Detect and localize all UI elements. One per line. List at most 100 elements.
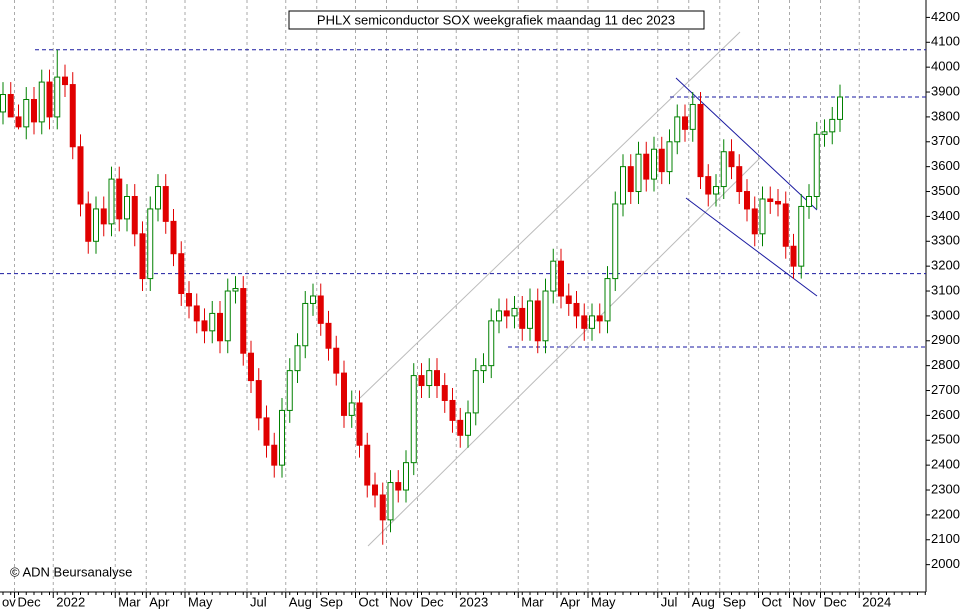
candle-body <box>697 103 704 178</box>
candle-body <box>0 94 6 113</box>
candle-body <box>643 153 650 180</box>
candle-body <box>705 176 712 195</box>
chart-title: PHLX semiconductor SOX weekgrafiek maand… <box>317 12 675 27</box>
candle-body <box>201 320 208 332</box>
candle-body <box>155 186 161 210</box>
y-tick-label: 4200 <box>931 9 960 24</box>
candle-body <box>325 322 332 349</box>
candle-body <box>627 166 634 193</box>
x-tick-label: Apr <box>149 594 170 609</box>
y-tick-label: 2800 <box>931 357 960 372</box>
candle-body <box>620 166 626 205</box>
y-tick-label: 3000 <box>931 307 960 322</box>
y-tick-label: 4100 <box>931 34 960 49</box>
candle-body <box>713 186 719 195</box>
candle-body <box>720 151 727 188</box>
candle-body <box>317 295 324 324</box>
candle-body <box>775 200 781 205</box>
trend-line <box>675 77 818 211</box>
candle-body <box>7 94 14 118</box>
candle-body <box>798 205 805 267</box>
candle-body <box>248 352 254 382</box>
candle-body <box>62 76 68 86</box>
candle-body <box>751 208 758 235</box>
trend-line <box>685 197 818 297</box>
y-tick-label: 2400 <box>931 457 960 472</box>
candle-body <box>488 320 495 367</box>
x-tick-label: Sep <box>723 594 746 609</box>
candle-body <box>85 203 92 242</box>
candle-body <box>511 307 518 317</box>
candle-body <box>736 166 743 193</box>
y-tick-label: 3300 <box>931 233 960 248</box>
candle-body <box>15 116 22 128</box>
candle-body <box>23 98 30 128</box>
candle-body <box>581 315 588 329</box>
x-tick-label: May <box>591 594 616 609</box>
channel-line <box>367 157 761 547</box>
y-tick-label: 3600 <box>931 158 960 173</box>
candle-body <box>806 196 812 207</box>
x-tick-label: Apr <box>560 594 581 609</box>
candle-body <box>821 131 828 135</box>
x-tick-label: Aug <box>289 594 312 609</box>
candle-body <box>767 198 774 202</box>
y-tick-label: 3800 <box>931 108 960 123</box>
candle-body <box>689 103 696 130</box>
candle-body <box>782 203 789 247</box>
candle-body <box>395 482 402 491</box>
candle-body <box>170 220 177 255</box>
candle-body <box>193 305 200 322</box>
x-tick-label: Dec <box>421 594 445 609</box>
candle-body <box>604 278 611 322</box>
candle-body <box>496 310 502 322</box>
candle-body <box>178 253 185 295</box>
y-tick-label: 2300 <box>931 481 960 496</box>
candle-body <box>534 300 541 342</box>
candle-body <box>573 302 580 317</box>
candle-body <box>217 312 223 342</box>
candle-body <box>612 203 619 280</box>
x-tick-label: Dec <box>18 594 42 609</box>
candle-body <box>589 315 595 329</box>
x-tick-label: Dec <box>824 594 848 609</box>
candle-body <box>38 81 45 123</box>
x-tick-label: Nov <box>390 594 414 609</box>
x-tick-label: Jul <box>661 594 678 609</box>
candle-body <box>279 409 285 466</box>
x-tick-label: Mar <box>118 594 141 609</box>
candle-body <box>387 482 394 521</box>
candle-body <box>93 208 99 242</box>
candle-body <box>596 315 603 322</box>
candle-body <box>286 370 293 411</box>
candle-body <box>310 295 316 304</box>
candle-body <box>457 419 464 436</box>
candle-body <box>449 399 456 421</box>
candle-body <box>550 260 557 292</box>
candle-body <box>837 96 843 120</box>
candle-body <box>263 417 270 446</box>
candle-body <box>186 293 192 307</box>
candle-body <box>403 462 409 491</box>
candle-body <box>54 76 61 118</box>
candle-body <box>465 412 471 436</box>
candle-body <box>813 133 820 198</box>
y-tick-label: 2000 <box>931 556 960 571</box>
y-tick-label: 2600 <box>931 407 960 422</box>
candle-body <box>224 290 231 342</box>
y-tick-label: 3700 <box>931 133 960 148</box>
candle-body <box>418 375 425 387</box>
x-tick-label: Aug <box>692 594 715 609</box>
candle-body <box>503 310 510 317</box>
candle-body <box>565 295 572 304</box>
candle-body <box>728 151 735 168</box>
x-tick-label: Nov <box>793 594 817 609</box>
candle-body <box>209 312 216 332</box>
x-tick-label: May <box>188 594 213 609</box>
y-tick-label: 2200 <box>931 506 960 521</box>
y-tick-label: 2500 <box>931 432 960 447</box>
candle-body <box>77 146 84 205</box>
candle-body <box>31 98 37 123</box>
